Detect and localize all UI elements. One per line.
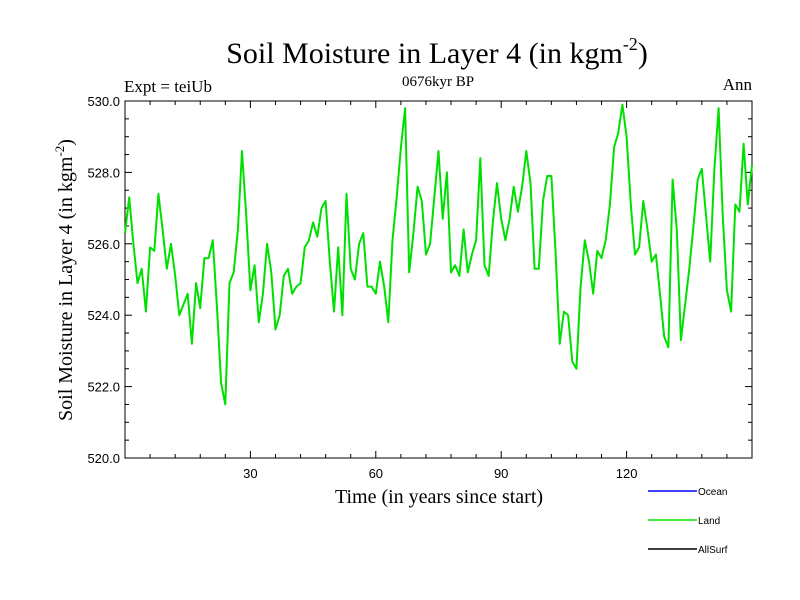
y-tick-label: 528.0	[87, 165, 120, 180]
x-tick-label: 60	[369, 466, 383, 481]
legend: Ocean Land AllSurf	[648, 487, 728, 556]
series-layer	[124, 103, 753, 406]
legend-label: Land	[698, 516, 720, 527]
subtitle-left: Expt = teiUb	[124, 77, 212, 96]
x-tick-label: 120	[616, 466, 638, 481]
y-tick-label: 522.0	[87, 380, 120, 395]
y-axis-label: Soil Moisture in Layer 4 (in kgm-2)	[52, 139, 77, 421]
legend-label: Ocean	[698, 487, 727, 498]
y-tick-label: 520.0	[87, 451, 120, 466]
subtitle-right: Ann	[723, 75, 753, 94]
axis-ticks: 520.0 522.0 524.0 526.0 528.0 530.0 30 60 90 120	[87, 94, 752, 481]
y-tick-label: 524.0	[87, 308, 120, 323]
x-axis-label: Time (in years since start)	[335, 486, 543, 508]
y-tick-label: 530.0	[87, 94, 120, 109]
subtitle-center: 0676kyr BP	[402, 74, 474, 90]
x-tick-label: 90	[494, 466, 508, 481]
series-line-land	[124, 103, 753, 406]
x-tick-label: 30	[243, 466, 257, 481]
y-tick-label: 526.0	[87, 237, 120, 252]
chart-title: Soil Moisture in Layer 4 (in kgm-2)	[226, 34, 648, 70]
legend-label: AllSurf	[698, 545, 728, 556]
